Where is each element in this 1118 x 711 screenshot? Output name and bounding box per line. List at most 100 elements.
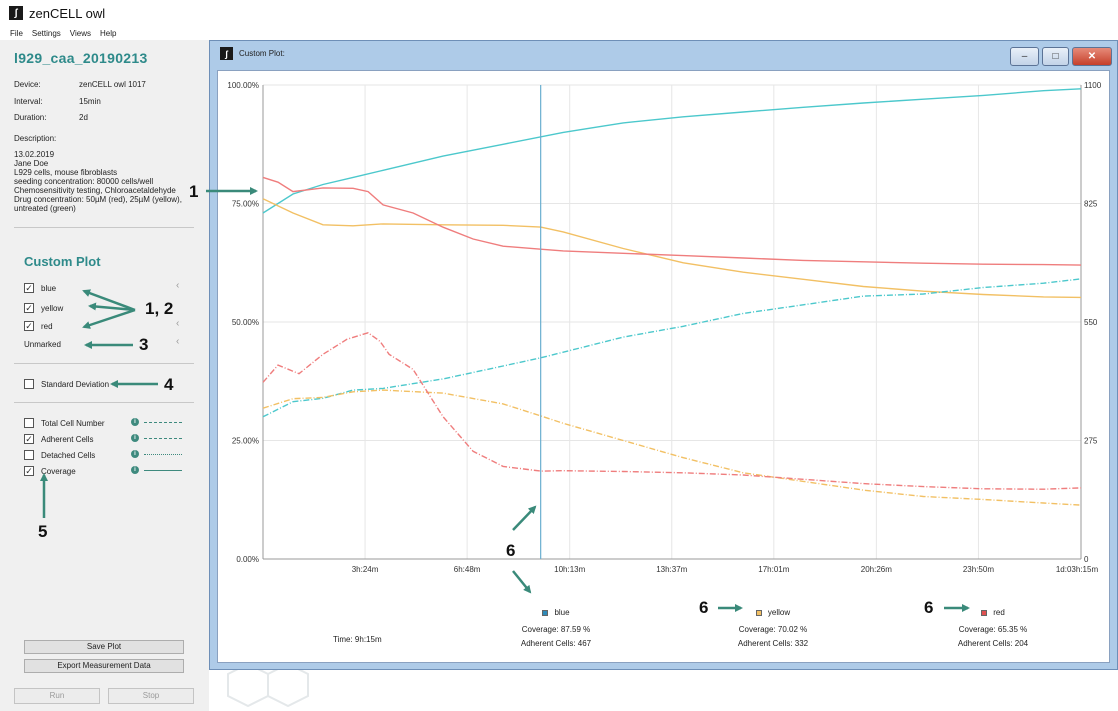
group-yellow-row[interactable]: ✓ yellow (24, 302, 184, 314)
unmarked-item[interactable]: Unmarked (24, 340, 61, 349)
group-yellow-checkbox[interactable]: ✓ (24, 303, 34, 313)
minimize-icon[interactable]: – (1010, 47, 1039, 66)
y-left-tick-label: 100.00% (227, 81, 259, 90)
legend-yellow-name: yellow (767, 608, 791, 617)
run-button[interactable]: Run (14, 688, 100, 704)
menu-file[interactable]: File (10, 28, 23, 38)
divider (14, 363, 194, 364)
info-icon[interactable]: i (131, 418, 139, 426)
y-right-tick-label: 0 (1084, 555, 1089, 564)
plot-window-titlebar: ʃ Custom Plot: (220, 47, 285, 60)
y-left-tick-label: 75.00% (232, 200, 259, 209)
duration-row: Duration: 2d (14, 113, 88, 122)
y-left-tick-label: 0.00% (236, 555, 259, 564)
legend-yellow-adherent: Adherent Cells: 332 (737, 639, 809, 648)
series-line-red-adherent-cells (262, 332, 1082, 490)
metric-detached-label: Detached Cells (41, 450, 96, 460)
std-dev-row[interactable]: Standard Deviation (24, 378, 184, 390)
duration-value: 2d (79, 113, 88, 122)
std-dev-label: Standard Deviation (41, 379, 110, 389)
info-icon[interactable]: i (131, 450, 139, 458)
stop-button[interactable]: Stop (108, 688, 194, 704)
save-plot-button[interactable]: Save Plot (24, 640, 184, 654)
legend-red-coverage: Coverage: 65.35 % (958, 625, 1028, 634)
annotation-4: 4 (164, 375, 174, 394)
chevron-left-icon[interactable]: ‹ (176, 280, 180, 291)
app-titlebar: ʃ zenCELL owl (0, 0, 1118, 26)
plot-area: 0.00% 25.00% 50.00% 75.00% 100.00% 0 275 550 825… (217, 70, 1110, 663)
group-red-row[interactable]: ✓ red (24, 320, 184, 332)
y-right-tick-label: 1100 (1084, 81, 1102, 90)
x-tick-label: 23h:50m (963, 565, 994, 574)
series-line-blue-adherent-cells (262, 278, 1082, 418)
legend-swatch-yellow (755, 609, 762, 616)
app-title: zenCELL owl (29, 5, 106, 21)
menu-views[interactable]: Views (69, 28, 91, 38)
legend-yellow-coverage: Coverage: 70.02 % (738, 625, 808, 634)
app-logo-icon: ʃ (220, 47, 233, 60)
chevron-left-icon[interactable]: ‹ (176, 318, 180, 329)
metric-total-cell-row[interactable]: Total Cell Number i (24, 417, 194, 429)
std-dev-checkbox[interactable] (24, 379, 34, 389)
divider (14, 227, 194, 228)
export-data-button[interactable]: Export Measurement Data (24, 659, 184, 673)
legend-blue-adherent: Adherent Cells: 467 (520, 639, 592, 648)
series-line-red-coverage (262, 176, 1082, 266)
info-icon[interactable]: i (131, 434, 139, 442)
x-tick-label: 3h:24m (352, 565, 379, 574)
interval-row: Interval: 15min (14, 97, 101, 106)
group-red-label: red (41, 321, 53, 331)
x-tick-label: 1d:03h:15m (1056, 565, 1099, 574)
y-left-tick-label: 25.00% (232, 437, 259, 446)
device-row: Device: zenCELL owl 1017 (14, 80, 146, 89)
menu-help[interactable]: Help (100, 28, 117, 38)
annotation-6-cursor: 6 (506, 541, 516, 560)
metric-detached-checkbox[interactable] (24, 450, 34, 460)
x-tick-label: 6h:48m (454, 565, 481, 574)
legend-swatch-red (981, 609, 988, 616)
y-left-tick-label: 50.00% (232, 318, 259, 327)
group-blue-checkbox[interactable]: ✓ (24, 283, 34, 293)
legend-red-name: red (993, 608, 1005, 617)
y-right-tick-label: 550 (1084, 318, 1098, 327)
metric-coverage-row[interactable]: ✓ Coverage i (24, 465, 194, 477)
annotation-6-yellow: 6 (699, 598, 709, 617)
legend-blue: blue Coverage: 87.59 % Adherent Cells: 4… (496, 608, 616, 651)
legend-swatch-blue (542, 609, 549, 616)
close-icon[interactable]: ✕ (1072, 47, 1112, 66)
info-icon[interactable]: i (131, 466, 139, 474)
interval-label: Interval: (14, 97, 43, 106)
experiment-title: l929_caa_20190213 (14, 50, 148, 66)
annotation-1: 1 (189, 182, 199, 201)
x-tick-label: 13h:37m (656, 565, 687, 574)
x-tick-label: 10h:13m (554, 565, 585, 574)
annotation-1-2: 1, 2 (145, 299, 174, 318)
dashed-line-sample (144, 422, 182, 423)
description-text: 13.02.2019 Jane Doe L929 cells, mouse fi… (14, 150, 182, 213)
metric-adherent-checkbox[interactable]: ✓ (24, 434, 34, 444)
group-red-checkbox[interactable]: ✓ (24, 321, 34, 331)
x-tick-label: 17h:01m (758, 565, 789, 574)
x-tick-label: 20h:26m (861, 565, 892, 574)
annotation-6-red: 6 (924, 598, 934, 617)
group-blue-row[interactable]: ✓ blue (24, 282, 184, 294)
description-label: Description: (14, 134, 57, 143)
device-value: zenCELL owl 1017 (79, 80, 146, 89)
maximize-icon[interactable]: □ (1042, 47, 1069, 66)
metric-coverage-checkbox[interactable]: ✓ (24, 466, 34, 476)
series-line-blue-coverage (262, 88, 1082, 214)
group-yellow-label: yellow (41, 303, 64, 313)
experiment-panel: l929_caa_20190213 Device: zenCELL owl 10… (0, 40, 209, 711)
metric-detached-row[interactable]: Detached Cells i (24, 449, 194, 461)
y-right-tick-label: 825 (1084, 200, 1098, 209)
menu-settings[interactable]: Settings (31, 28, 61, 38)
y-right-tick-label: 275 (1084, 437, 1098, 446)
cursor-time-label: Time: 9h:15m (333, 635, 382, 644)
metric-adherent-row[interactable]: ✓ Adherent Cells i (24, 433, 194, 445)
series-line-yellow-coverage (262, 198, 1082, 299)
interval-value: 15min (79, 97, 101, 106)
chevron-left-icon[interactable]: ‹ (176, 336, 180, 347)
metric-total-cell-label: Total Cell Number (41, 418, 105, 428)
metric-total-cell-checkbox[interactable] (24, 418, 34, 428)
legend-red: red Coverage: 65.35 % Adherent Cells: 20… (933, 608, 1053, 651)
